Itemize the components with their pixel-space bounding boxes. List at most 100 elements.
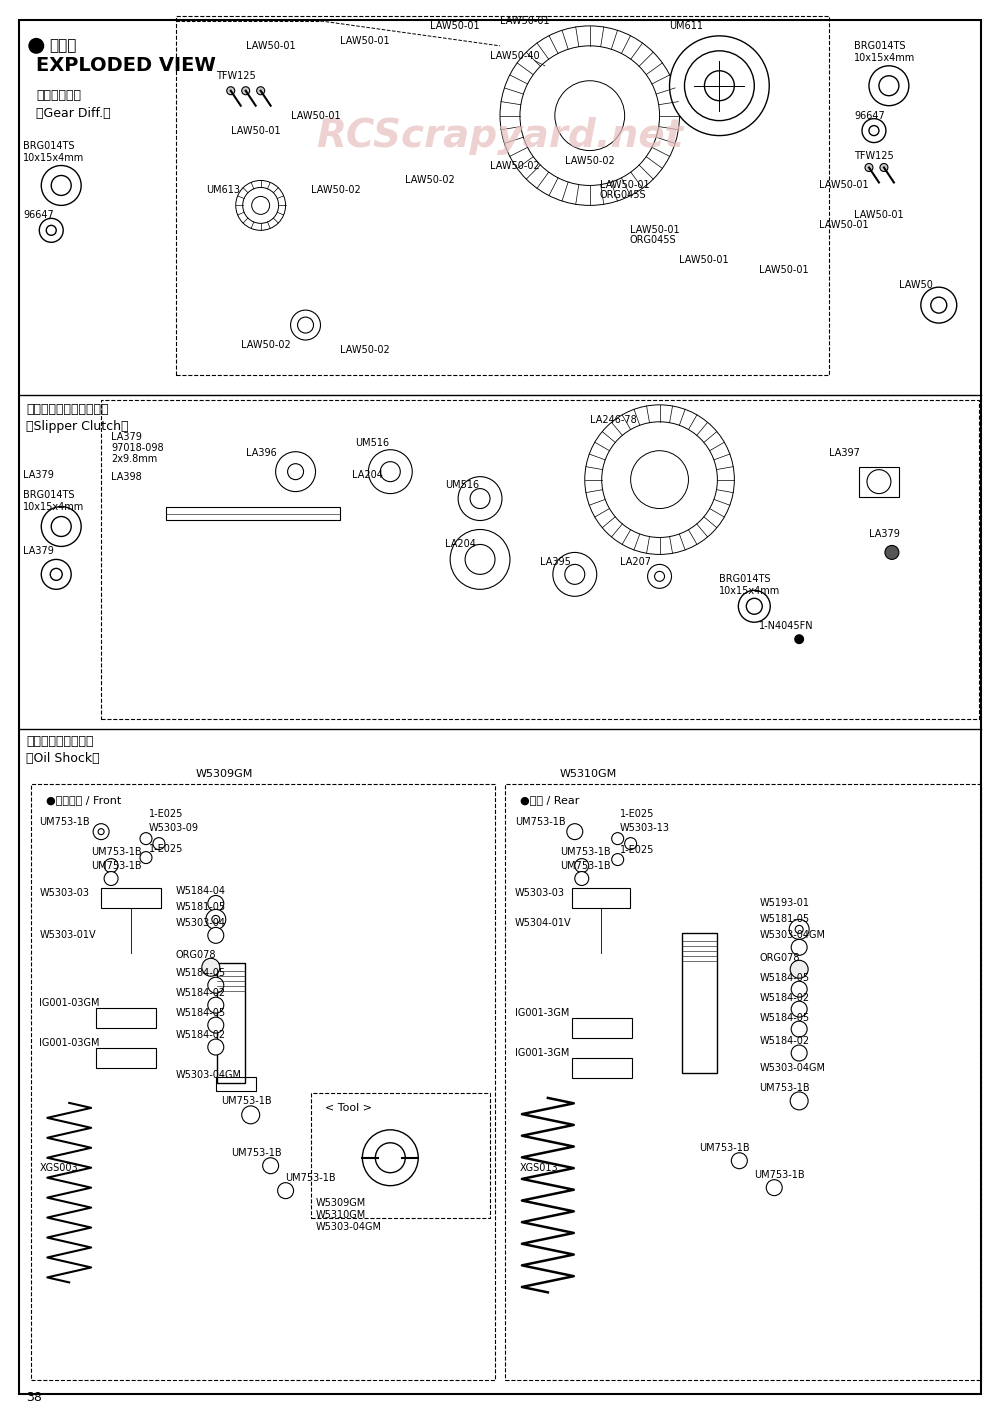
Circle shape — [51, 516, 71, 536]
Circle shape — [862, 119, 886, 143]
Circle shape — [208, 977, 224, 993]
Circle shape — [791, 981, 807, 997]
Text: LAW50-02: LAW50-02 — [340, 345, 390, 355]
Circle shape — [791, 1021, 807, 1036]
Text: XGS013: XGS013 — [520, 1162, 559, 1172]
Circle shape — [236, 181, 286, 230]
Text: 1-E025: 1-E025 — [149, 844, 183, 854]
Circle shape — [242, 1106, 260, 1124]
Text: LAW50-02: LAW50-02 — [241, 339, 290, 351]
Circle shape — [520, 45, 660, 185]
Circle shape — [879, 76, 899, 96]
Circle shape — [252, 197, 270, 215]
Circle shape — [257, 86, 265, 95]
Circle shape — [602, 421, 717, 537]
Circle shape — [41, 506, 81, 546]
Text: < Tool >: < Tool > — [325, 1103, 372, 1113]
Text: IG001-03GM: IG001-03GM — [39, 998, 100, 1008]
Circle shape — [202, 959, 220, 976]
Text: W5184-05: W5184-05 — [176, 1008, 226, 1018]
Text: W5303-04GM: W5303-04GM — [176, 1070, 242, 1080]
Text: W5184-04: W5184-04 — [176, 887, 226, 896]
Circle shape — [368, 450, 412, 493]
Circle shape — [931, 297, 947, 312]
Text: LA395: LA395 — [540, 557, 571, 567]
Text: RCScrapyard.net: RCScrapyard.net — [316, 116, 684, 154]
Text: W5304-01V: W5304-01V — [515, 919, 572, 929]
Text: IG001-3GM: IG001-3GM — [515, 1048, 569, 1058]
Text: UM613: UM613 — [206, 185, 240, 195]
Circle shape — [880, 164, 888, 171]
Text: UM753-1B: UM753-1B — [560, 847, 610, 857]
Text: LA398: LA398 — [111, 472, 142, 482]
Text: 1-E025: 1-E025 — [620, 844, 654, 854]
Text: LAW50-01: LAW50-01 — [819, 221, 869, 230]
Text: 10x15x4mm: 10x15x4mm — [23, 153, 85, 163]
Circle shape — [746, 598, 762, 614]
Circle shape — [575, 871, 589, 885]
Circle shape — [291, 310, 320, 339]
Text: LAW50-01: LAW50-01 — [600, 181, 649, 191]
Text: UM611: UM611 — [670, 21, 704, 31]
Text: ＜スリッパークラッチ＞: ＜スリッパークラッチ＞ — [26, 403, 109, 416]
Circle shape — [227, 86, 235, 95]
Circle shape — [869, 126, 879, 136]
Text: BRG014TS: BRG014TS — [23, 140, 75, 150]
Circle shape — [263, 1158, 279, 1174]
Text: BRG014TS: BRG014TS — [854, 41, 906, 51]
Text: EXPLODED VIEW: EXPLODED VIEW — [36, 57, 216, 75]
Text: W5303-13: W5303-13 — [620, 823, 670, 833]
Circle shape — [631, 451, 688, 509]
Text: ＜ギヤデフ＞: ＜ギヤデフ＞ — [36, 89, 81, 102]
Text: LAW50-01: LAW50-01 — [680, 256, 729, 266]
Circle shape — [465, 544, 495, 574]
Circle shape — [140, 833, 152, 844]
Text: 38: 38 — [26, 1391, 42, 1404]
Text: 96647: 96647 — [854, 110, 885, 120]
Circle shape — [795, 925, 803, 933]
Circle shape — [470, 489, 490, 509]
Circle shape — [212, 915, 220, 923]
Circle shape — [380, 462, 400, 482]
Text: LA246-78: LA246-78 — [590, 414, 637, 424]
Text: UM753-1B: UM753-1B — [39, 817, 90, 827]
Text: LAW50-01: LAW50-01 — [759, 266, 809, 276]
Circle shape — [921, 287, 957, 322]
Circle shape — [276, 451, 316, 492]
Text: LA397: LA397 — [829, 448, 860, 458]
Circle shape — [46, 225, 56, 235]
Text: IG001-03GM: IG001-03GM — [39, 1038, 100, 1048]
Text: ORG078: ORG078 — [759, 953, 800, 963]
Text: W5303-01V: W5303-01V — [39, 930, 96, 940]
Circle shape — [555, 81, 625, 150]
Circle shape — [789, 919, 809, 939]
Text: W5184-05: W5184-05 — [176, 969, 226, 978]
Text: 1-E025: 1-E025 — [149, 809, 183, 819]
Circle shape — [458, 477, 502, 520]
Text: UM753-1B: UM753-1B — [560, 861, 610, 871]
Text: LAW50-01: LAW50-01 — [630, 225, 679, 235]
Circle shape — [865, 164, 873, 171]
Text: LA379: LA379 — [111, 431, 142, 441]
Circle shape — [704, 71, 734, 100]
Text: W5184-02: W5184-02 — [759, 1036, 809, 1046]
Text: 96647: 96647 — [23, 211, 54, 221]
Text: LAW50-01: LAW50-01 — [500, 16, 550, 25]
Text: 分解図: 分解図 — [49, 38, 77, 54]
Text: ORG045S: ORG045S — [630, 235, 676, 245]
Text: LA207: LA207 — [620, 557, 651, 567]
Circle shape — [41, 560, 71, 590]
Text: W5184-02: W5184-02 — [176, 1029, 226, 1041]
Circle shape — [208, 895, 224, 912]
Text: UM753-1B: UM753-1B — [759, 1083, 810, 1093]
Circle shape — [28, 38, 44, 54]
Circle shape — [567, 824, 583, 840]
Text: UM753-1B: UM753-1B — [91, 847, 142, 857]
Text: 10x15x4mm: 10x15x4mm — [23, 502, 85, 512]
Text: LAW50-02: LAW50-02 — [405, 175, 455, 185]
Text: W5184-05: W5184-05 — [759, 973, 809, 983]
Circle shape — [39, 218, 63, 242]
Text: TFW125: TFW125 — [854, 150, 894, 161]
Text: TFW125: TFW125 — [216, 71, 256, 81]
Circle shape — [791, 939, 807, 956]
